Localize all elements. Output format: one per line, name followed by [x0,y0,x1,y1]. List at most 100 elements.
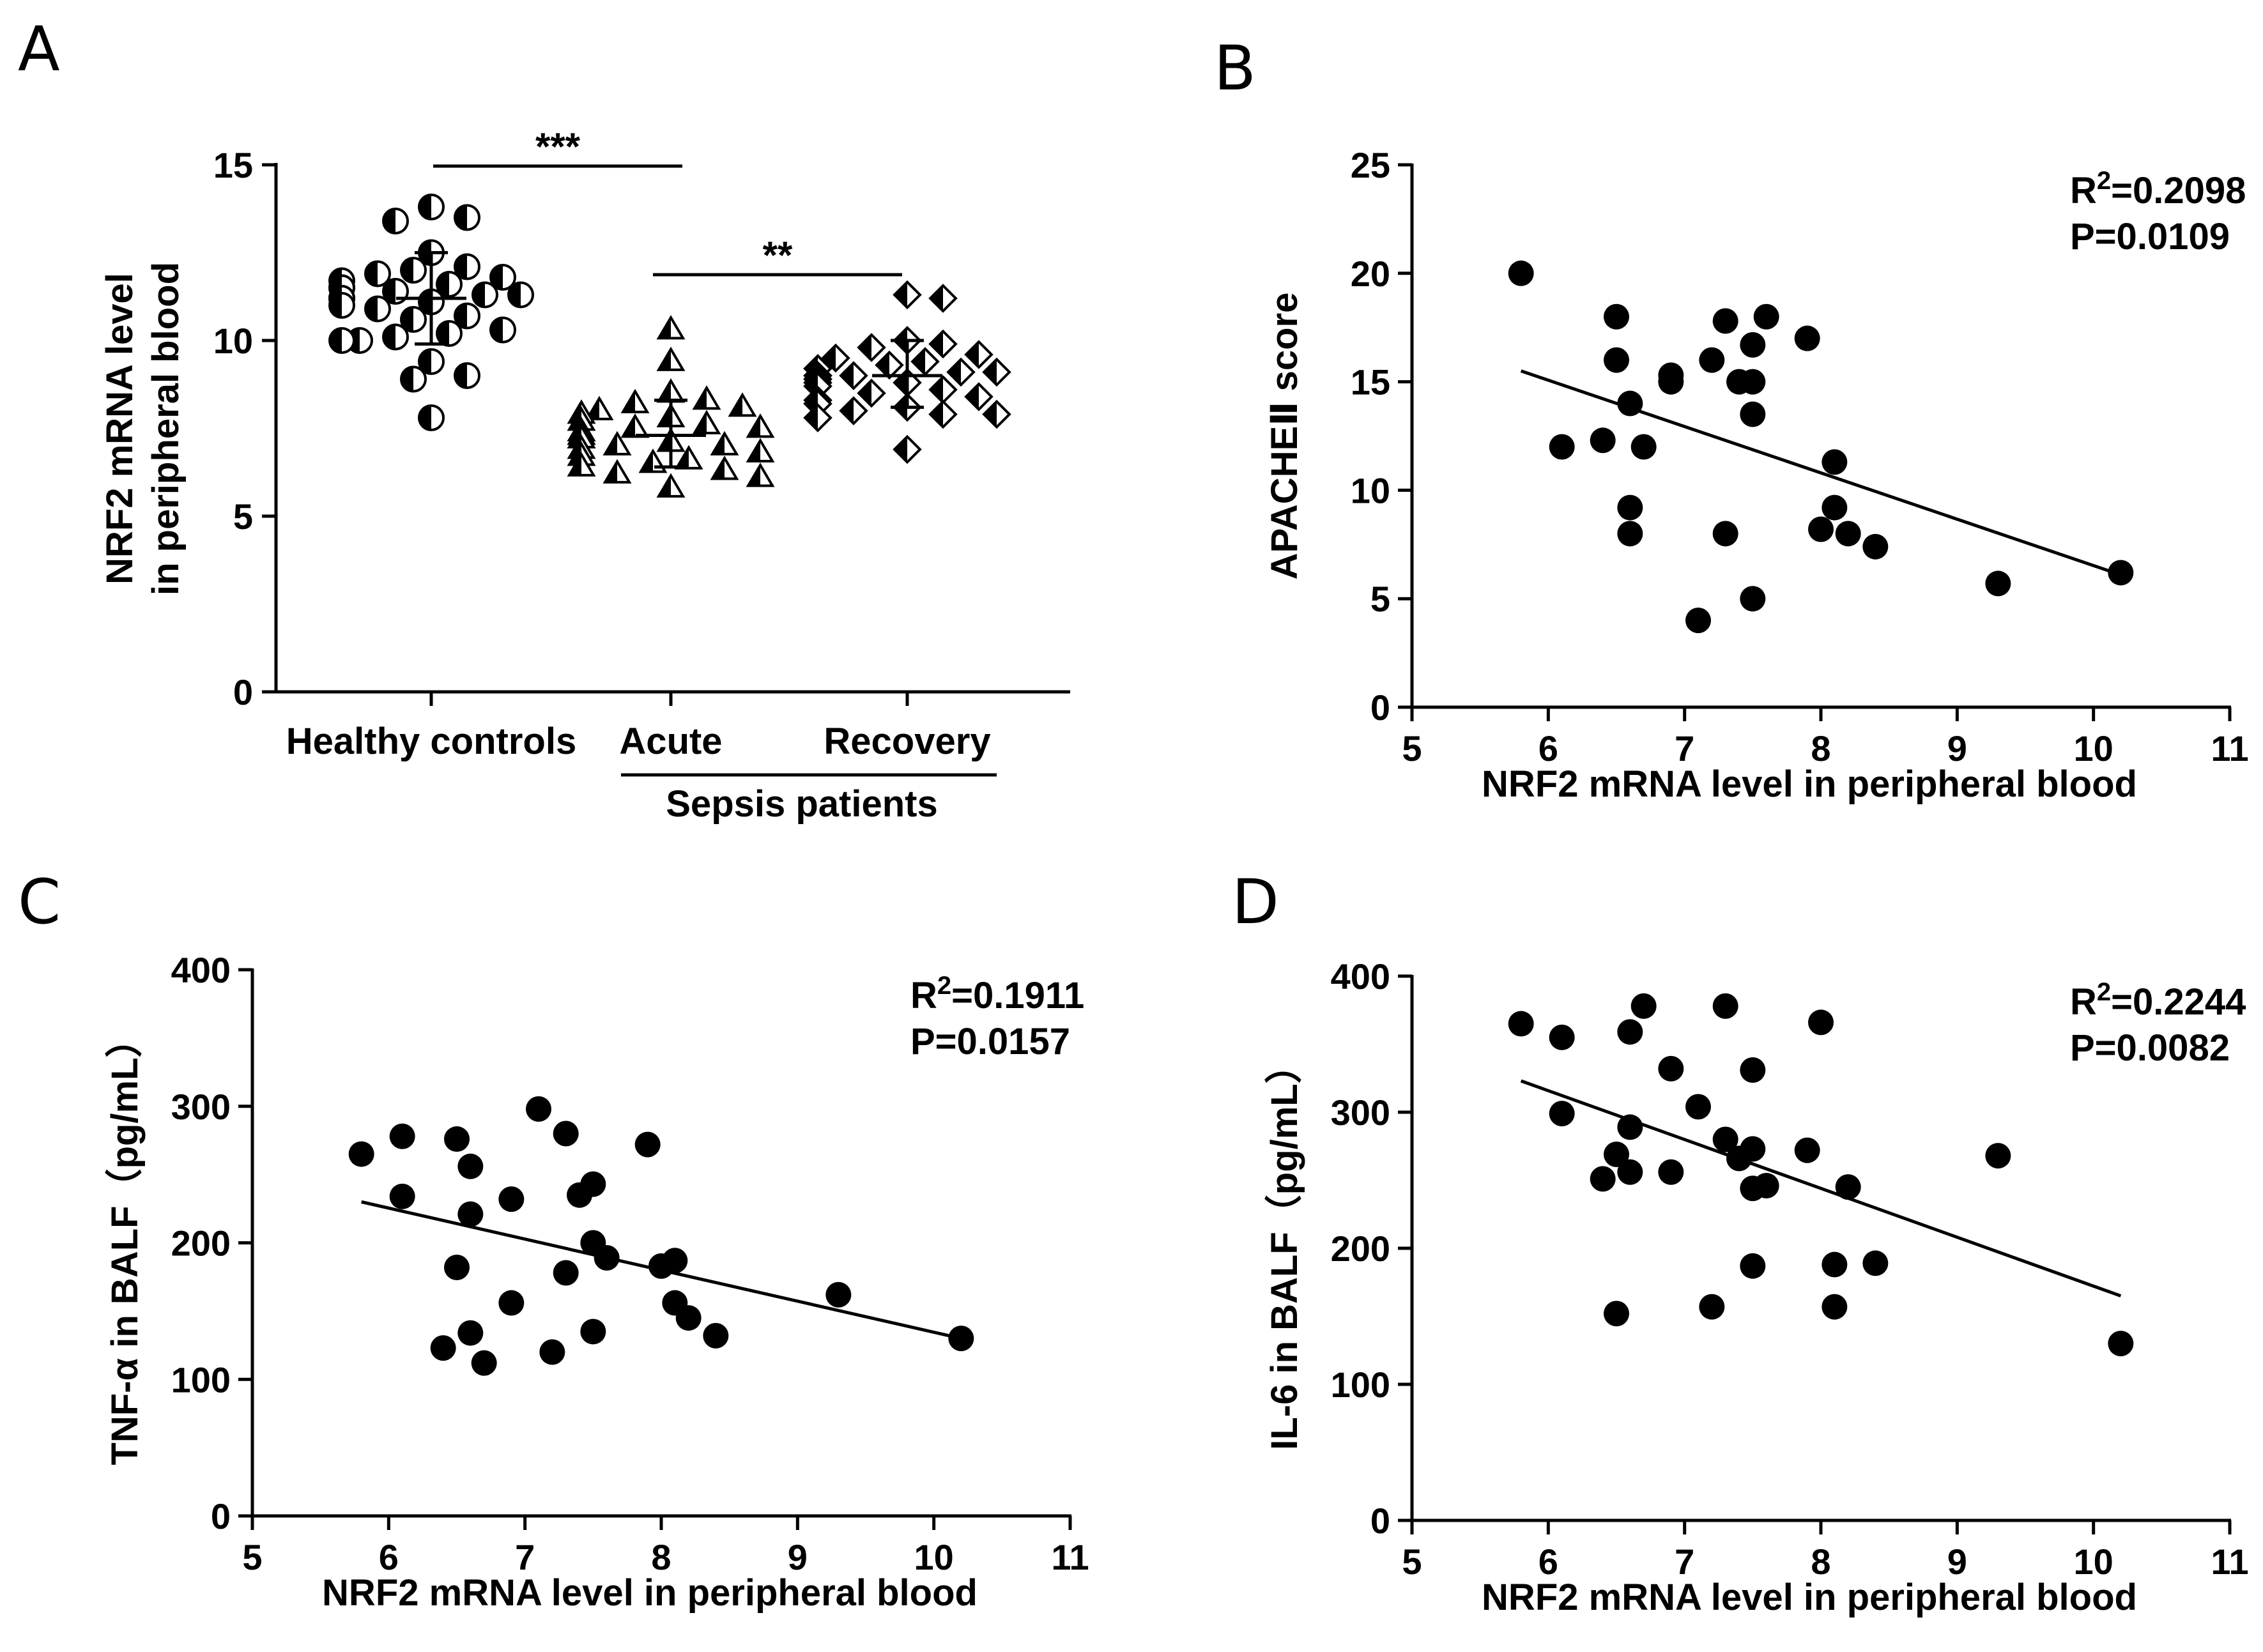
marker-fill [455,363,467,388]
data-point [1617,521,1643,547]
data-series [1508,260,2134,634]
data-point [1617,1019,1643,1045]
marker-fill [330,293,342,317]
panel-a: A 0 5 10 15 NRF2 mRNA level in peripheral bloo… [18,13,1070,825]
data-point [910,347,940,376]
marker-fill [748,465,760,486]
x-axis-title: NRF2 mRNA level in peripheral blood [322,1572,978,1614]
data-series [348,1096,974,1376]
x-tick-label: 9 [1947,728,1967,769]
marker-fill [659,381,671,402]
data-point [1808,1009,1834,1036]
x-tick-label: 10 [2074,728,2113,769]
x-tick-label: 5 [1402,1541,1422,1582]
data-point [1604,347,1629,373]
data-point [567,452,596,477]
y-tick-label: 200 [171,1223,231,1264]
data-point [1712,521,1738,547]
data-point [1617,1159,1643,1185]
data-point [2108,560,2134,586]
data-point [656,315,686,340]
group-bracket-label: Sepsis patients [666,783,937,825]
marker-fill [455,205,467,230]
data-point [692,409,721,434]
marker-fill [383,325,395,349]
data-point [948,1326,974,1352]
x-tick-label: 11 [2211,1541,2248,1582]
marker-fill [659,475,671,496]
marker-fill [912,349,925,374]
panel-letter-c: C [18,866,61,938]
data-point [1549,1024,1575,1050]
marker-fill [419,349,431,374]
marker-fill [712,458,725,479]
panel-letter-d: D [1232,866,1279,938]
data-point [656,346,686,371]
marker-fill [841,363,854,388]
r-squared-base: R [910,975,937,1016]
data-point [674,445,703,470]
data-point [328,292,355,319]
data-point [418,348,445,375]
data-point [457,1153,484,1179]
data-point [620,388,650,413]
x-tick-label: 5 [242,1537,262,1577]
data-point [1508,260,1534,286]
y-tick-label: 5 [1370,579,1390,619]
data-point [1630,993,1657,1019]
y-tick-label: 10 [213,321,253,361]
data-point [580,1171,606,1197]
group-label: Recovery [824,721,990,762]
data-point [1712,993,1738,1019]
marker-fill [383,279,395,303]
data-point [602,459,632,484]
marker-fill [401,307,413,332]
y-tick-label: 400 [1331,956,1390,997]
x-tick-label: 8 [651,1537,671,1577]
x-tick-label: 11 [1051,1537,1089,1577]
data-point [893,280,922,310]
data-point [389,1183,415,1209]
data-point [803,403,832,432]
data-point [454,362,480,389]
marker-fill [805,405,818,431]
data-point [418,404,445,431]
marker-fill [930,331,943,357]
data-point [1617,390,1643,417]
y-tick-label: 20 [1351,254,1390,294]
marker-fill [419,289,431,314]
data-point [1740,586,1766,612]
marker-fill [894,370,907,395]
data-point [1508,1011,1534,1037]
marker-fill [694,388,707,409]
marker-fill [748,440,760,461]
x-tick-label: 8 [1811,728,1830,769]
panel-d: D 0 100 200 300 400 5 6 7 8 9 10 11 NRF2 mRNA level i… [1232,866,2249,1618]
marker-fill [569,454,581,475]
data-point [982,399,1011,429]
y-tick-label: 15 [213,145,253,185]
data-point [498,1186,525,1212]
data-point [1862,1250,1889,1276]
data-point [1753,303,1779,330]
r-squared-label: R2=0.1911 [910,972,1084,1016]
data-point [594,1245,620,1271]
data-point [825,1281,852,1308]
series-recovery [803,280,1011,464]
r-squared-label: R2=0.2244 [2070,978,2246,1023]
data-point [875,350,904,380]
data-point [348,1141,374,1167]
data-point [662,1248,688,1274]
data-point [1740,401,1766,427]
x-tick-label: 10 [2074,1541,2113,1582]
x-tick-label: 9 [1947,1541,1967,1582]
data-point [400,365,427,393]
data-point [436,271,463,298]
data-point [1549,434,1575,460]
marker-fill [605,433,617,454]
data-point [692,385,721,410]
x-tick-label: 7 [1675,1541,1694,1582]
y-tick-label: 100 [1331,1365,1390,1405]
marker-fill [841,398,854,424]
